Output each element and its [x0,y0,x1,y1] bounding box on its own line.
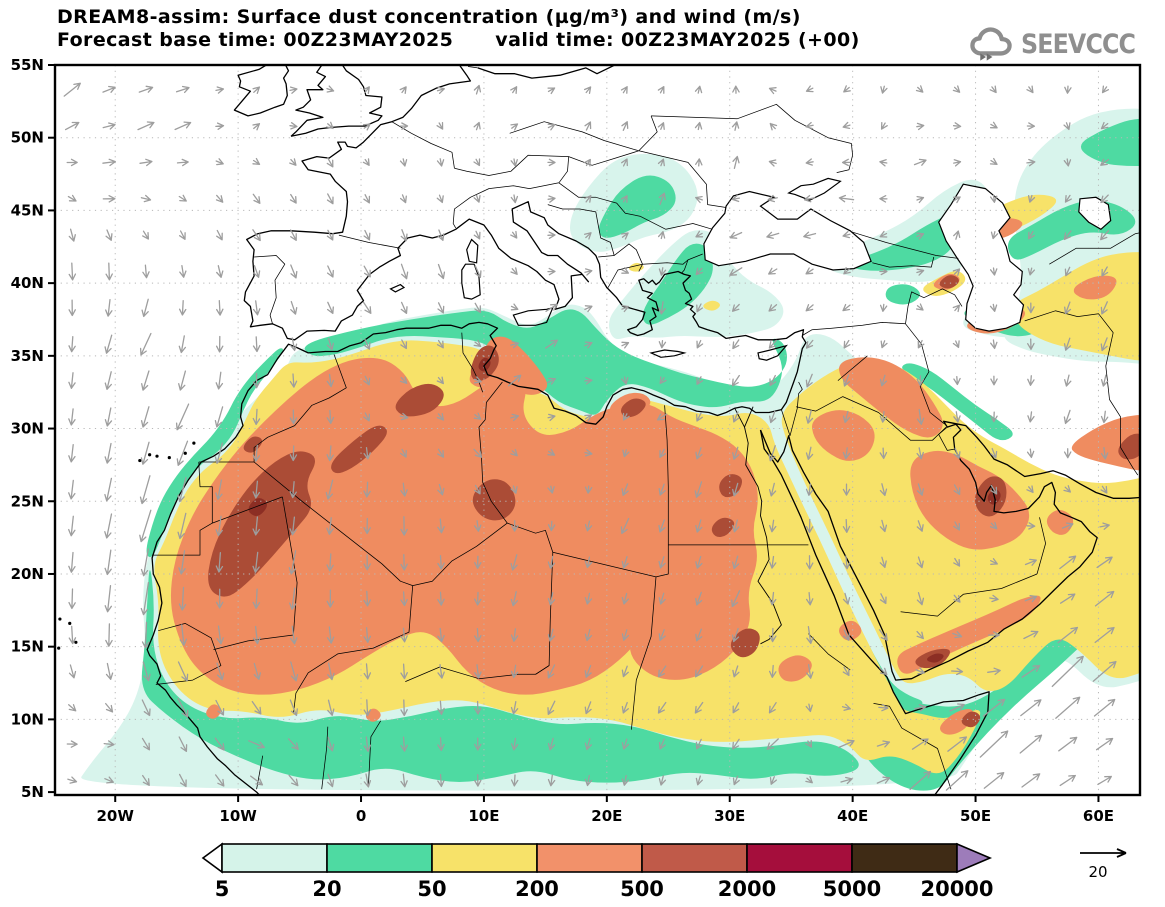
lat-tick-label: 25N [11,492,44,510]
page-title: DREAM8-assim: Surface dust concentration… [57,6,801,28]
lat-tick-label: 5N [21,783,44,801]
lon-tick-label: 20E [591,807,622,825]
lat-tick-label: 20N [11,565,44,583]
lon-tick-label: 10E [468,807,499,825]
wind-reference: 20 [1080,848,1127,881]
lon-tick-label: 40E [837,807,868,825]
lon-tick-label: 0 [356,807,366,825]
lat-tick-label: 30N [11,420,44,438]
axis-labels: 55N 50N 45N 40N 35N 30N 25N 20N 15N 10N 5N 20W 10W 0 1… [11,56,1114,825]
lakes [703,177,1112,332]
legend-value-label: 20 [312,877,341,901]
lon-tick-label: 30E [714,807,745,825]
lon-tick-label: 20W [97,807,135,825]
coastlines [57,65,1140,795]
wind-reference-label: 20 [1088,863,1107,881]
lat-tick-label: 55N [11,56,44,74]
cloud-icon [965,22,1017,66]
legend-value-label: 200 [515,877,559,901]
seevccc-logo: SEEVCCC [965,22,1151,66]
lat-tick-label: 10N [11,710,44,728]
lon-tick-label: 50E [960,807,991,825]
country-borders [152,66,1140,790]
legend-value-label: 500 [620,877,664,901]
lat-tick-label: 40N [11,274,44,292]
legend-value-label: 50 [417,877,446,901]
lat-tick-label: 15N [11,638,44,656]
legend-value-label: 2000 [718,877,776,901]
lat-tick-label: 35N [11,347,44,365]
map-frame [48,63,1142,802]
legend-value-label: 5 [215,877,230,901]
lat-tick-label: 45N [11,201,44,219]
lon-tick-label: 60E [1083,807,1114,825]
lon-tick-label: 10W [219,807,257,825]
legend-value-label: 20000 [920,877,993,901]
forecast-valid-time: Forecast base time: 00Z23MAY2025 valid t… [57,29,860,51]
colorbar-legend: 5 20 50 200 500 2000 5000 20000 [201,842,994,901]
logo-text: SEEVCCC [1021,28,1136,60]
lat-tick-label: 50N [11,129,44,147]
wind-arrows [63,82,1117,791]
legend-value-label: 5000 [823,877,881,901]
